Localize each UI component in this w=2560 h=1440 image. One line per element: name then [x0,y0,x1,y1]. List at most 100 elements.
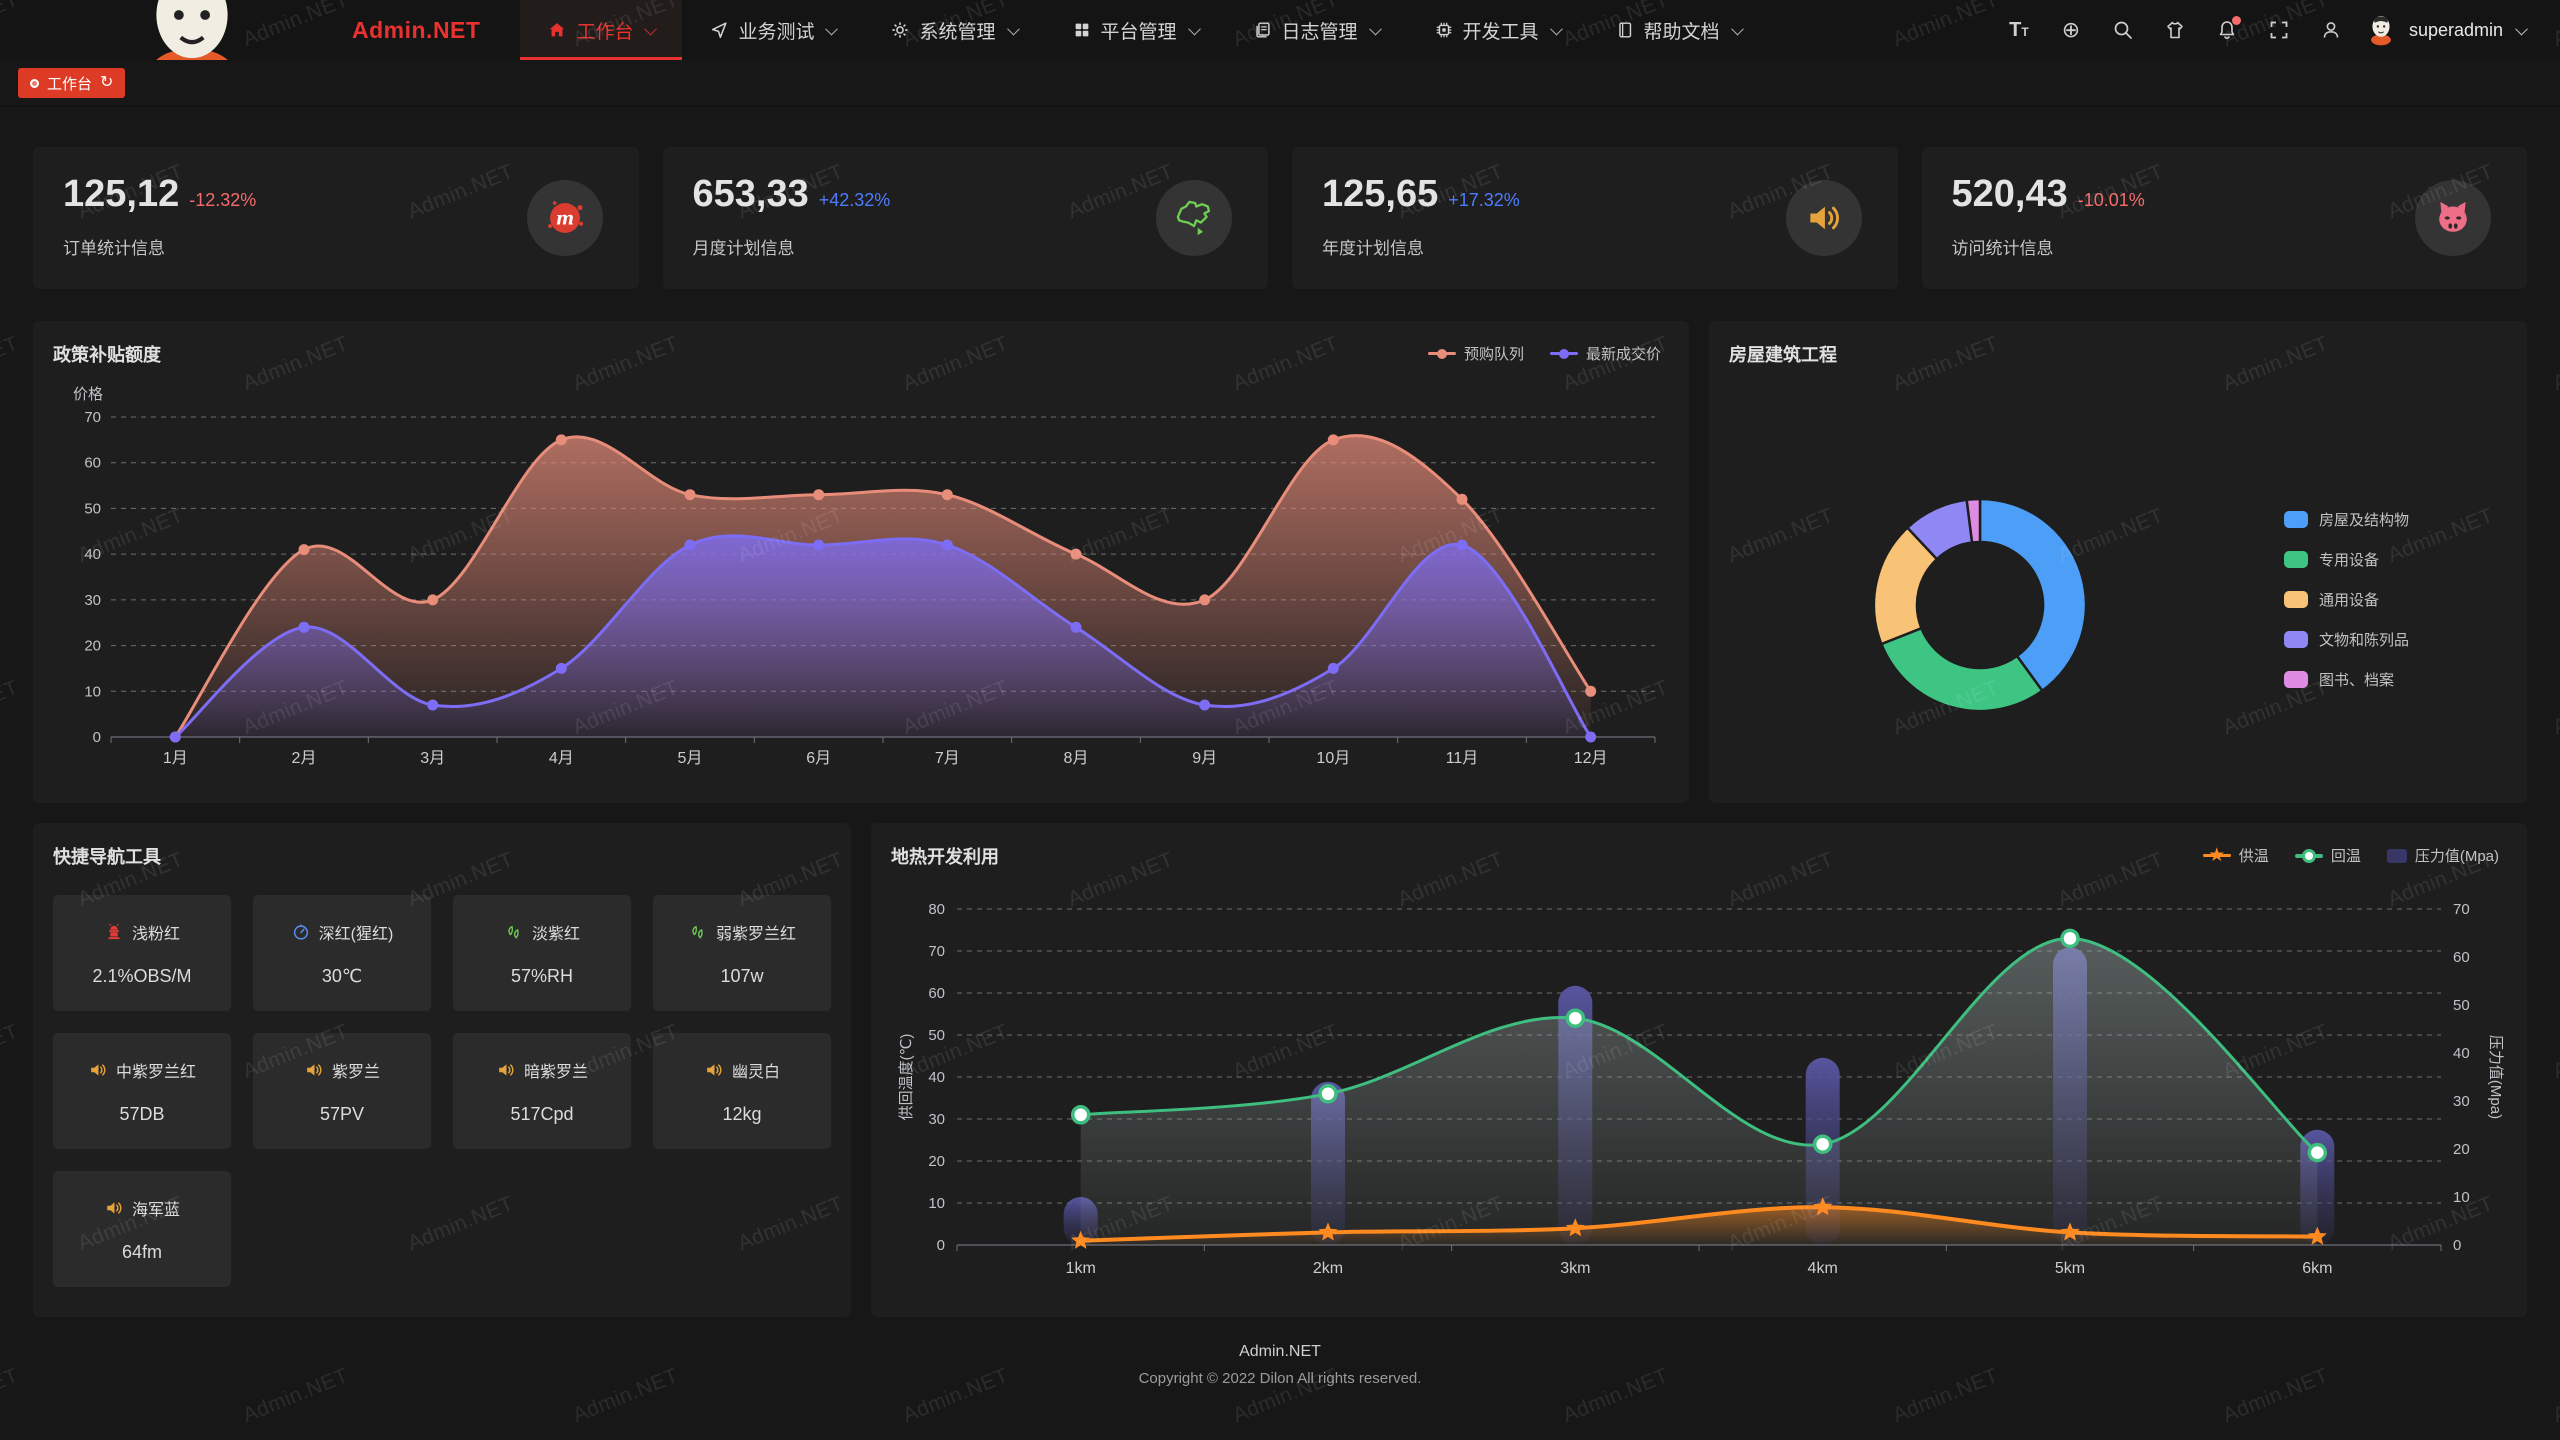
stat-card-yearly-plan: 125,65 +17.32% 年度计划信息 [1292,147,1898,289]
tab-workbench[interactable]: 工作台 ↻ [18,68,126,98]
stat-delta: +42.32% [818,190,891,210]
menu-item-help-docs[interactable]: 帮助文档 [1588,0,1769,60]
legend-marker [1549,348,1578,359]
svg-text:12月: 12月 [1574,750,1608,767]
chevron-down-icon [1006,22,1020,35]
svg-text:20: 20 [928,1153,945,1170]
svg-text:30: 30 [928,1111,945,1128]
bottom-row: 快捷导航工具 浅粉红 2.1%OBS/M 深红(猩红) 30℃ 淡紫红 57%R… [33,823,2527,1317]
legend-item-preorder[interactable]: 预购队列 [1427,343,1524,364]
svg-text:4月: 4月 [549,750,574,767]
panel-title: 政策补贴额度 [53,345,161,365]
language-icon[interactable]: ⊕ [2061,17,2081,42]
gear-icon [890,20,910,40]
svg-text:10: 10 [84,683,101,700]
menu-item-system-mgmt[interactable]: 系统管理 [863,0,1044,60]
quick-nav-button[interactable]: 浅粉红 2.1%OBS/M [53,895,231,1011]
svg-text:70: 70 [84,409,101,426]
svg-text:30: 30 [84,592,101,609]
panel-geothermal: 地热开发利用 ★ 供温 回温 压力值(Mpa) 0 10 20 30 40 50 60 70 8… [871,823,2527,1317]
legend-star-marker: ★ [2202,845,2231,866]
font-size-icon[interactable]: TT [2009,18,2029,41]
stat-cards-row: 125,12 -12.32% 订单统计信息 653,33 +42.32% 月度计划信… [33,147,2527,289]
navbar-actions: TT ⊕ superadmin [1999,0,2560,60]
legend-item-latest-price[interactable]: 最新成交价 [1549,343,1661,364]
chip-icon [1434,20,1454,40]
stat-card-orders: 125,12 -12.32% 订单统计信息 [33,147,639,289]
legend-item[interactable]: 文物和陈列品 [2284,629,2409,650]
panel-policy-subsidy: 政策补贴额度 预购队列 最新成交价 0 10 20 30 40 50 60 70 价格 1月 2月 3… [33,321,1689,803]
donut-legend: 房屋及结构物 专用设备 通用设备 文物和陈列品 图书、档案 [2284,509,2409,690]
svg-text:2km: 2km [1313,1260,1343,1277]
chevron-down-icon [2515,22,2528,35]
legend-item[interactable]: 房屋及结构物 [2284,509,2409,530]
legend-swatch [2284,671,2308,688]
svg-text:30: 30 [2453,1093,2470,1110]
svg-text:6月: 6月 [806,750,831,767]
quick-nav-button[interactable]: 深红(猩红) 30℃ [253,895,431,1011]
chevron-down-icon [1549,22,1563,35]
theme-shirt-icon[interactable] [2155,10,2195,50]
legend-item-supply-temp[interactable]: ★ 供温 [2202,845,2269,866]
legend-item[interactable]: 通用设备 [2284,589,2409,610]
legend-item[interactable]: 专用设备 [2284,549,2409,570]
search-icon[interactable] [2103,10,2143,50]
svg-text:80: 80 [928,901,945,918]
legend-marker [1427,348,1456,359]
bell-icon[interactable] [2207,10,2247,50]
svg-text:50: 50 [2453,997,2470,1014]
meetup-icon [542,195,588,241]
legend-item-pressure[interactable]: 压力值(Mpa) [2386,845,2499,866]
menu-item-dev-tools[interactable]: 开发工具 [1407,0,1588,60]
stat-card-visits: 520,43 -10.01% 访问统计信息 [1921,147,2527,289]
panel-title: 快捷导航工具 [53,847,161,867]
china-map-icon [1171,195,1217,241]
svg-text:1月: 1月 [163,750,188,767]
svg-text:20: 20 [84,638,101,655]
user-menu[interactable]: superadmin [2363,12,2528,48]
footer-app-name: Admin.NET [1239,1343,1321,1360]
legend-swatch [2284,551,2308,568]
legend-swatch [2284,591,2308,608]
quick-nav-button[interactable]: 暗紫罗兰 517Cpd [453,1033,631,1149]
footer-copyright: Copyright © 2022 Dilon All rights reserv… [1138,1370,1422,1387]
legend-item-return-temp[interactable]: 回温 [2294,845,2361,866]
svg-text:10: 10 [928,1195,945,1212]
menu-item-business-test[interactable]: 业务测试 [682,0,863,60]
app-logo[interactable]: Admin.NET [0,0,520,60]
legend-line-marker [2294,848,2323,863]
svg-text:压力值(Mpa): 压力值(Mpa) [2487,1035,2504,1119]
quick-nav-button[interactable]: 海军蓝 64fm [53,1171,231,1287]
svg-text:50: 50 [84,500,101,517]
quick-nav-button[interactable]: 淡紫红 57%RH [453,895,631,1011]
svg-text:60: 60 [928,985,945,1002]
gauge-icon [291,922,311,942]
quick-nav-button[interactable]: 紫罗兰 57PV [253,1033,431,1149]
legend-swatch [2284,631,2308,648]
legend-item[interactable]: 图书、档案 [2284,669,2409,690]
person-icon[interactable] [2311,10,2351,50]
refresh-icon[interactable]: ↻ [100,74,114,91]
tag-bar: 工作台 ↻ [0,60,2560,107]
nav-icon [709,20,729,40]
stat-delta: -12.32% [189,190,257,210]
menu-item-log-mgmt[interactable]: 日志管理 [1226,0,1407,60]
tab-dot-icon [30,78,39,88]
speaker-icon [88,1060,108,1080]
svg-text:70: 70 [2453,901,2470,918]
svg-text:6km: 6km [2302,1260,2332,1277]
quick-nav-button[interactable]: 幽灵白 12kg [653,1033,831,1149]
fullscreen-icon[interactable] [2259,10,2299,50]
menu-item-platform-mgmt[interactable]: 平台管理 [1045,0,1226,60]
svg-text:60: 60 [84,455,101,472]
cat-icon [2430,195,2476,241]
menu-item-workbench[interactable]: 工作台 [520,0,683,60]
app-title: Admin.NET [352,16,481,43]
quick-nav-button[interactable]: 中紫罗兰红 57DB [53,1033,231,1149]
stat-value: 520,43 [1951,173,2068,215]
speaker-icon [304,1060,324,1080]
svg-text:9月: 9月 [1192,750,1217,767]
username: superadmin [2408,19,2503,40]
chevron-down-icon [644,22,658,35]
quick-nav-button[interactable]: 弱紫罗兰红 107w [653,895,831,1011]
